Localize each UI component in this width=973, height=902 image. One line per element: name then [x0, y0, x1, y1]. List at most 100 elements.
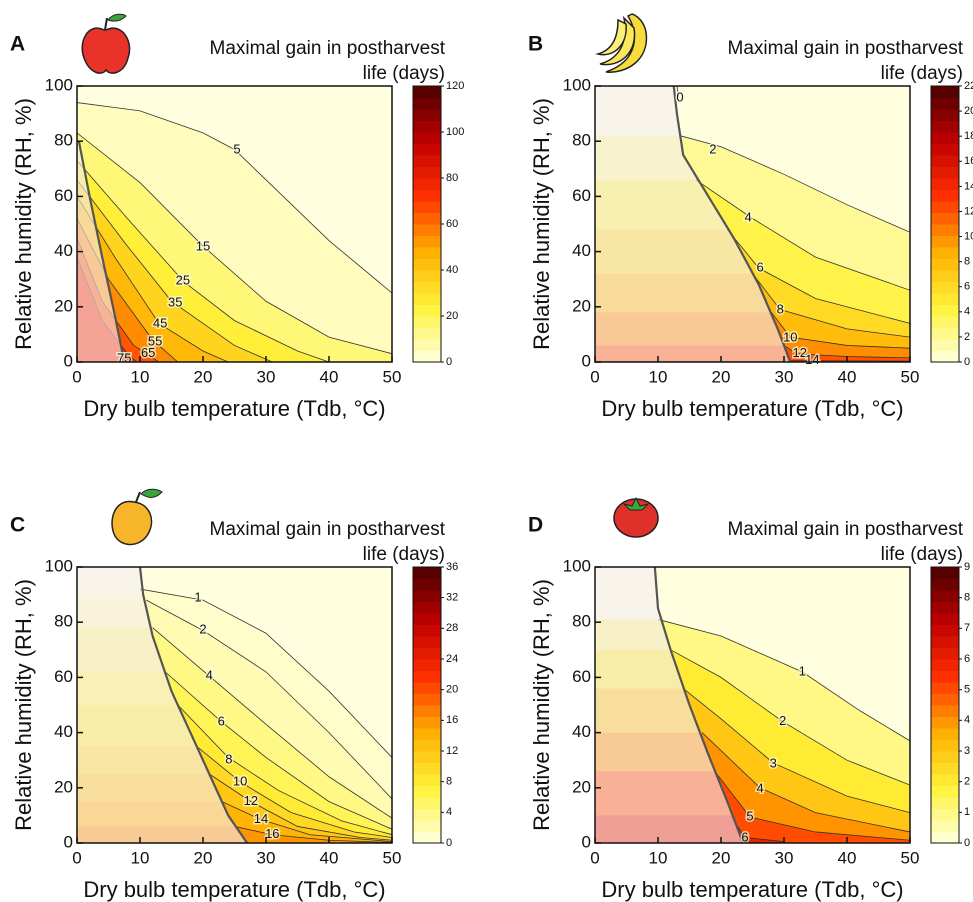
colorbar-band — [413, 120, 441, 133]
colorbar-tick-label: 12 — [964, 205, 973, 217]
contour-line — [679, 135, 910, 233]
contour-line — [152, 627, 392, 819]
colorbar-tick-label: 2 — [964, 331, 970, 343]
contour-line — [139, 588, 392, 758]
colorbar-band — [413, 601, 441, 614]
contour-label: 35 — [168, 294, 182, 309]
colorbar-band — [931, 350, 959, 363]
contour-label: 14 — [805, 352, 819, 367]
colorbar-frame — [412, 566, 442, 844]
x-tick-label: 50 — [901, 848, 920, 867]
x-tick-label: 0 — [590, 367, 599, 386]
colorbar-band — [413, 166, 441, 179]
x-tick-label: 40 — [320, 848, 339, 867]
contour-label: 4 — [756, 780, 763, 795]
contour-line — [77, 102, 392, 294]
colorbar-band — [413, 831, 441, 844]
chart-title: Maximal gain in postharvest life (days) — [209, 519, 446, 565]
x-tick-label: 50 — [383, 848, 402, 867]
x-tick-label: 10 — [131, 367, 150, 386]
colorbar-frame — [930, 566, 960, 844]
x-tick-label: 40 — [320, 367, 339, 386]
y-tick-label: 40 — [572, 241, 591, 260]
colorbar-band — [413, 178, 441, 190]
y-tick-label: 60 — [54, 186, 73, 205]
colorbar-band — [413, 751, 441, 763]
colorbar-band — [931, 132, 959, 144]
x-tick-label: 30 — [257, 367, 276, 386]
x-tick-label: 20 — [194, 848, 213, 867]
colorbar-tick-label: 80 — [446, 172, 458, 184]
y-axis-label: Relative humidity (RH, %) — [11, 98, 36, 350]
x-axis-label: Dry bulb temperature (Tdb, °C) — [601, 877, 903, 902]
y-tick-label: 60 — [572, 186, 591, 205]
x-tick-label: 40 — [838, 367, 857, 386]
colorbar-band — [413, 304, 441, 317]
colorbar-band — [413, 590, 441, 602]
colorbar-band — [931, 327, 959, 340]
colorbar-band — [413, 728, 441, 740]
colorbar-tick-label: 18 — [964, 130, 973, 142]
y-tick-label: 0 — [64, 351, 73, 370]
y-axis-label: Relative humidity (RH, %) — [11, 579, 36, 831]
contour-label: 5 — [746, 808, 753, 823]
contour-line — [676, 86, 680, 98]
contour-line — [196, 746, 392, 838]
x-tick-label: 10 — [131, 848, 150, 867]
contour-line — [221, 801, 392, 843]
colorbar-tick-label: 0 — [446, 837, 452, 849]
x-tick-label: 10 — [649, 848, 668, 867]
colorbar-band — [931, 716, 959, 729]
colorbar-band — [413, 659, 441, 671]
x-axis-label: Dry bulb temperature (Tdb, °C) — [83, 877, 385, 902]
colorbar-band — [931, 808, 959, 821]
colorbar-band — [931, 166, 959, 179]
colorbar-tick-label: 14 — [964, 180, 973, 192]
x-axis-label: Dry bulb temperature (Tdb, °C) — [601, 396, 903, 421]
panel-label: B — [528, 33, 543, 56]
x-tick-label: 20 — [712, 367, 731, 386]
colorbar-band — [931, 189, 959, 202]
contour-label: 2 — [709, 141, 716, 156]
colorbar-band — [413, 350, 441, 363]
colorbar-band — [413, 567, 441, 579]
colorbar-band — [413, 247, 441, 259]
colorbar-band — [413, 109, 441, 121]
contour-label: 4 — [744, 209, 751, 224]
colorbar-tick-label: 16 — [446, 714, 458, 726]
colorbar-tick-label: 9 — [964, 561, 970, 573]
colorbar-band — [413, 339, 441, 351]
chart-title: Maximal gain in postharvest life (days) — [209, 38, 446, 84]
y-tick-label: 0 — [582, 351, 591, 370]
colorbar-tick-label: 3 — [964, 745, 970, 757]
colorbar-tick-label: 4 — [964, 306, 970, 318]
colorbar-band — [931, 178, 959, 190]
y-tick-label: 100 — [45, 556, 73, 575]
colorbar-tick-label: 8 — [446, 776, 452, 788]
y-tick-label: 100 — [563, 75, 591, 94]
colorbar-band — [931, 682, 959, 694]
colorbar-band — [413, 224, 441, 236]
x-tick-label: 0 — [590, 848, 599, 867]
colorbar-tick-label: 100 — [446, 126, 464, 138]
colorbar-band — [931, 601, 959, 614]
contour-line — [695, 179, 910, 291]
x-tick-label: 50 — [383, 367, 402, 386]
contour-label: 2 — [779, 713, 786, 728]
colorbar-band — [931, 728, 959, 740]
contour-label: 75 — [117, 351, 131, 366]
colorbar-band — [413, 86, 441, 98]
colorbar-band — [931, 304, 959, 317]
colorbar-band — [413, 235, 441, 248]
y-tick-label: 20 — [54, 777, 73, 796]
colorbar-band — [931, 567, 959, 579]
colorbar-band — [931, 590, 959, 602]
plot-frame — [594, 85, 911, 363]
colorbar-band — [413, 143, 441, 156]
contour-label: 5 — [233, 141, 240, 156]
colorbar-band — [413, 316, 441, 328]
contour-label: 65 — [141, 345, 155, 360]
colorbar-band — [931, 97, 959, 110]
y-tick-label: 20 — [572, 296, 591, 315]
